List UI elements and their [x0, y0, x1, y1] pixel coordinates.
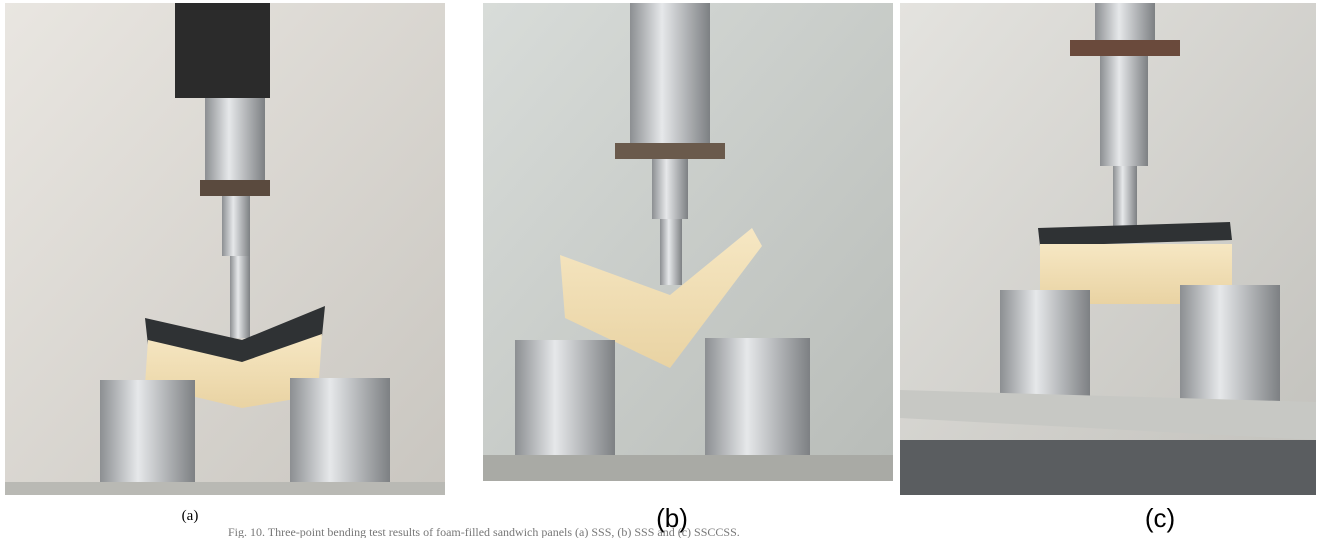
figure: (a) (b) (c) Fig. 10. Three-point bending… — [0, 0, 1321, 538]
photo-b — [483, 3, 893, 481]
panel-label: (c) — [1145, 503, 1175, 533]
photo-c — [900, 3, 1316, 495]
photo-a — [5, 3, 445, 495]
panel-label: (a) — [182, 508, 199, 524]
page: (a) (b) (c) Fig. 10. Three-point bending… — [0, 0, 1321, 538]
caption: Fig. 10. Three-point bending test result… — [228, 525, 740, 538]
